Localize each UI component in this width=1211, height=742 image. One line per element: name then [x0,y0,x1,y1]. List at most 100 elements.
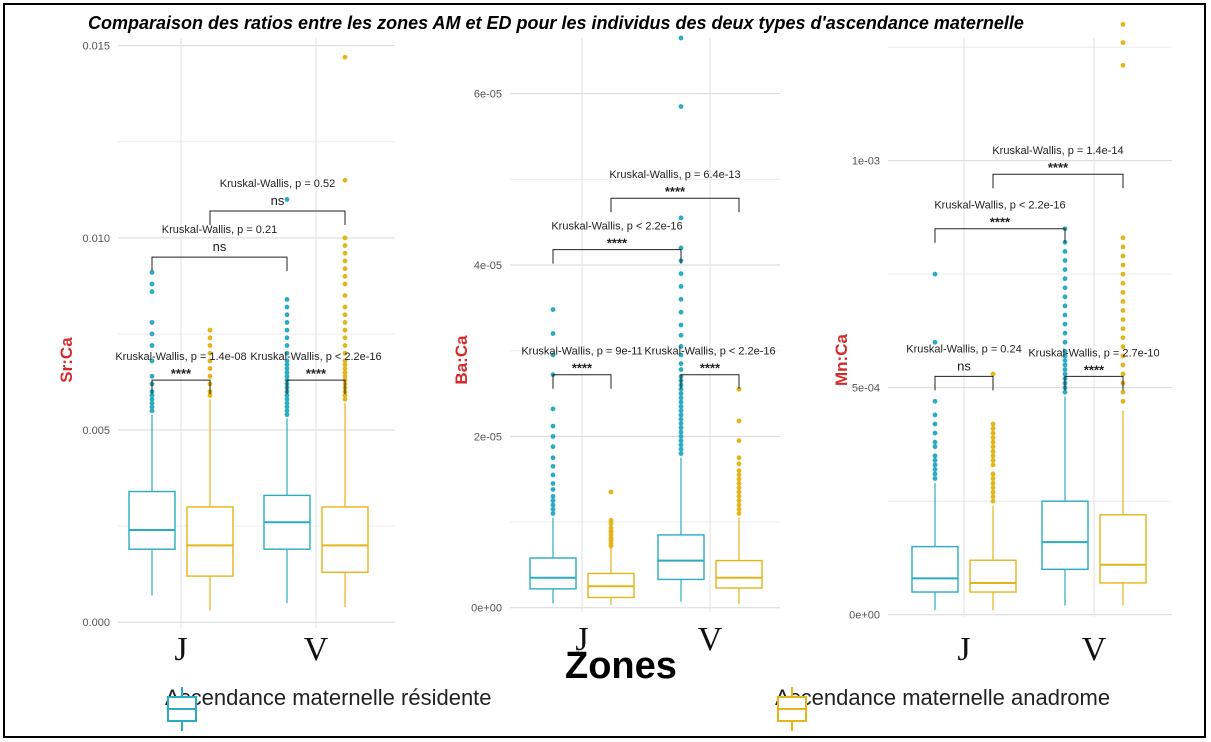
box-resident-V [263,197,311,604]
outlier-point [207,358,213,364]
box-anadrome-J [186,327,234,611]
outlier-point [342,350,348,356]
significance-bracket [610,197,740,213]
outlier-point [678,425,684,431]
outlier-point [1062,367,1068,372]
significance-label: **** [990,215,1011,230]
x-tick-label: J [575,621,588,658]
y-tick-label: 0.000 [82,617,110,629]
outlier-point [342,393,348,398]
outlier-point [342,266,348,272]
significance-bracket [151,379,211,395]
outlier-point [1062,294,1068,300]
outlier-point [1120,253,1126,259]
outlier-point [149,373,155,379]
panel-srca: 0.000 0.005 0.010 0.015 Sr:Ca J V **** Kruskal-W… [57,38,395,668]
annotation-within: ns Kruskal-Wallis, p = 0.24 [906,343,1022,391]
kruskal-wallis-label: Kruskal-Wallis, p = 2.7e-10 [1028,347,1159,359]
outlier-point [342,281,348,287]
outlier-point [550,511,556,516]
outlier-point [678,284,684,289]
outlier-point [678,245,684,251]
outlier-point [149,281,155,287]
kruskal-wallis-label: Kruskal-Wallis, p = 0.21 [162,224,277,236]
outlier-point [1120,344,1126,350]
outlier-point [678,344,684,349]
outlier-point [1120,62,1126,68]
outlier-point [550,331,556,336]
outlier-point [736,386,742,392]
outlier-point [678,399,684,405]
kruskal-wallis-label: Kruskal-Wallis, p = 1.4e-14 [992,145,1123,157]
outlier-point [342,320,348,325]
outlier-point [550,506,556,512]
kruskal-wallis-label: Kruskal-Wallis, p = 6.4e-13 [609,169,740,181]
outlier-point [608,521,614,527]
outlier-point [678,361,684,366]
kruskal-wallis-label: Kruskal-Wallis, p < 2.2e-16 [934,200,1065,212]
outlier-point [1120,317,1126,322]
outlier-point [932,476,938,481]
box-resident-J [529,307,577,604]
outlier-point [990,430,996,436]
significance-label: **** [1048,160,1069,175]
outlier-point [284,412,290,418]
outlier-point [284,362,290,368]
y-tick-label: 2e-05 [474,431,502,443]
outlier-point [550,463,556,469]
annotation-between: ns Kruskal-Wallis, p = 0.52 [209,178,346,225]
panel-baca: 0e+00 2e-05 4e-05 6e-05 Ba:Ca J V **** Kruskal-W… [452,35,780,658]
outlier-point [990,485,996,490]
outlier-point [1062,362,1068,368]
outlier-point [678,332,684,338]
outlier-point [990,421,996,427]
significance-label: **** [1084,362,1105,377]
outlier-point [284,408,290,414]
box-anadrome-J [587,489,635,606]
annotation-within: **** Kruskal-Wallis, p = 9e-11 [521,346,643,389]
outlier-point [550,481,556,486]
outlier-point [736,502,742,508]
outlier-point [342,358,348,364]
outlier-point [990,462,996,468]
outlier-point [678,309,684,315]
outlier-point [678,386,684,392]
annotation-within: **** Kruskal-Wallis, p < 2.2e-16 [250,351,382,395]
outlier-point [1062,348,1068,354]
outlier-point [678,322,684,328]
outlier-point [149,400,155,406]
outlier-point [284,366,290,371]
outlier-point [1062,312,1068,318]
outlier-point [1120,271,1126,277]
outlier-point [207,335,213,341]
box-resident-V [657,35,705,602]
box-anadrome-V [321,54,369,607]
outlier-point [550,423,556,429]
outlier-point [678,271,684,276]
outlier-point [1120,371,1126,377]
legend-item-anadrome: Ascendance maternelle anadrome [775,685,1110,731]
outlier-point [736,472,742,478]
outlier-point [678,352,684,358]
outlier-point [207,327,213,333]
outlier-point [284,396,290,402]
x-axis-title: Zones [565,645,677,687]
outlier-point [678,395,684,401]
outlier-point [1062,330,1068,336]
outlier-point [990,444,996,450]
significance-bracket [209,210,346,225]
outlier-point [990,453,996,459]
outlier-point [1062,371,1068,377]
significance-bracket [552,249,682,264]
outlier-point [1062,258,1068,263]
outlier-point [736,455,742,461]
outlier-point [149,270,155,275]
outlier-point [284,197,290,202]
x-tick-label: V [304,631,329,668]
outlier-point [678,408,684,414]
outlier-point [342,235,348,241]
box-iqr [186,506,234,577]
significance-label: **** [665,184,686,199]
significance-label: ns [957,358,971,373]
outlier-point [1120,280,1126,286]
